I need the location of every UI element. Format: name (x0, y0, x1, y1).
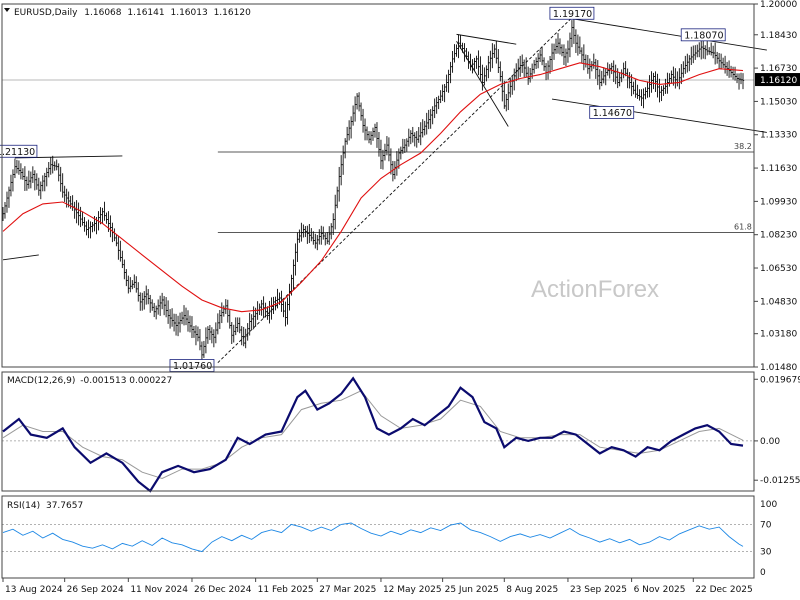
price-annotation-box (549, 6, 595, 20)
rsi-line (2, 522, 744, 553)
price-tick-label: 1.06530 (760, 264, 797, 274)
symbol: EURUSD (14, 8, 52, 18)
macd-main-line (2, 376, 744, 493)
macd-tick-label: -0.012552 (760, 476, 800, 486)
date-tick-label: 8 Aug 2025 (506, 585, 558, 595)
rsi-tick-label: 30 (760, 548, 772, 558)
trendline (456, 33, 517, 45)
macd-label: MACD(12,26,9) (7, 376, 75, 386)
rsi-tick-label: 0 (760, 568, 766, 578)
ohlc-high: 1.16141 (127, 8, 164, 18)
date-tick-label: 11 Nov 2024 (130, 585, 188, 595)
ohlc-open: 1.16068 (84, 8, 121, 18)
date-tick-label: 26 Dec 2024 (194, 585, 252, 595)
trendline (2, 254, 39, 261)
macd-signal-line (2, 390, 744, 480)
price-annotation-label: 1.14670 (593, 108, 632, 119)
price-tick-label: 1.16730 (760, 64, 797, 74)
rsi-label: RSI(14) (7, 501, 40, 511)
fib-level-label: 61.8 (734, 222, 752, 231)
price-tick-label: 1.20000 (760, 0, 797, 10)
trendline (571, 18, 767, 51)
price-tick-label: 1.09930 (760, 197, 797, 207)
rsi-tick-label: 100 (760, 500, 777, 510)
price-annotation-box (680, 28, 726, 42)
date-tick-label: 6 Nov 2025 (634, 585, 686, 595)
price-bars (1, 17, 745, 362)
price-annotation-label: 1.18070 (684, 30, 723, 41)
price-annotation-label: 1.21130 (0, 147, 35, 158)
price-tick-label: 1.11630 (760, 164, 797, 174)
date-tick-label: 22 Dec 2025 (695, 585, 753, 595)
price-tick-label: 1.18430 (760, 31, 797, 41)
macd-values: -0.001513 0.000227 (80, 376, 172, 386)
current-price-label: 1.16120 (760, 76, 797, 86)
price-annotation-box (589, 106, 635, 119)
price-tick-label: 1.15030 (760, 97, 797, 107)
svg-text:MACD(12,26,9) -0.001513 0.: MACD(12,26,9) -0.001513 0.000227 (7, 376, 172, 386)
current-price-badge (755, 73, 800, 87)
main-panel-frame (1, 3, 755, 368)
svg-text:RSI(14) 37.7657: RSI(14) 37.7657 (7, 501, 83, 511)
price-annotation-label: 1.19170 (553, 9, 592, 20)
svg-text:EURUSD,Daily 1.16068 1: EURUSD,Daily 1.16068 1.16141 1.16013 1.1… (14, 8, 251, 18)
symbol-dropdown-icon[interactable] (4, 8, 10, 12)
trendline (551, 98, 767, 133)
price-tick-label: 1.13330 (760, 131, 797, 141)
macd-panel (2, 376, 754, 493)
price-tick-label: 1.03180 (760, 330, 797, 340)
date-tick-label: 11 Feb 2025 (258, 585, 314, 595)
date-tick-label: 23 Sep 2025 (570, 585, 627, 595)
watermark: ActionForex (531, 276, 659, 303)
price-tick-label: 1.08230 (760, 231, 797, 241)
main-panel: 38.261.81.211301.017601.191701.180701.14… (0, 6, 767, 372)
date-tick-label: 27 Mar 2025 (319, 585, 376, 595)
rsi-panel-frame (1, 495, 755, 579)
date-tick-label: 26 Sep 2024 (67, 585, 124, 595)
timeframe: Daily (55, 8, 78, 18)
price-tick-label: 1.04830 (760, 297, 797, 307)
macd-panel-frame (1, 371, 755, 492)
date-tick-label: 12 May 2025 (383, 585, 442, 595)
macd-tick-label: 0.019679 (760, 375, 800, 385)
ohlc-close: 1.16120 (214, 8, 251, 18)
ohlc-low: 1.16013 (170, 8, 207, 18)
rsi-tick-label: 70 (760, 520, 772, 530)
macd-tick-label: 0.00 (760, 437, 780, 447)
rsi-value: 37.7657 (46, 501, 83, 511)
rsi-panel (2, 522, 754, 553)
moving-average-line (2, 62, 744, 313)
price-annotation-box (0, 144, 38, 158)
price-tick-label: 1.01480 (760, 363, 797, 373)
date-tick-label: 25 Jun 2025 (445, 585, 499, 595)
fib-level-label: 38.2 (734, 142, 752, 151)
trendline (217, 17, 573, 364)
date-tick-label: 13 Aug 2024 (5, 585, 63, 595)
